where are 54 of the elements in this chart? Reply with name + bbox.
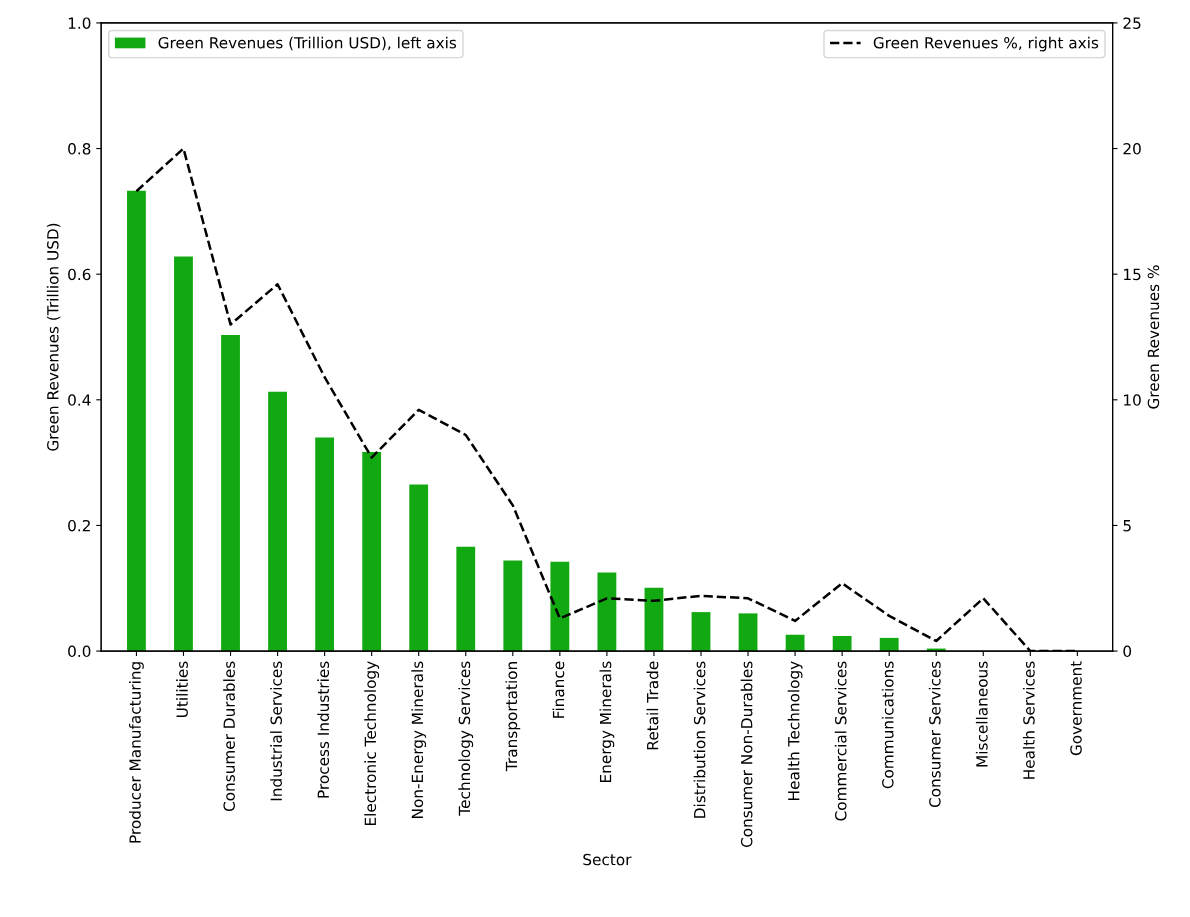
y-tick-label: 0.2 (68, 519, 90, 532)
bar (174, 256, 193, 652)
y-axis-title: Green Revenues (Trillion USD) (46, 223, 61, 451)
bar (127, 190, 146, 652)
x-tick-label: Health Technology (787, 661, 803, 800)
bar (268, 391, 287, 652)
x-tick-label: Finance (552, 661, 565, 718)
x-tick-label: Retail Trade (646, 661, 659, 750)
bar (832, 635, 852, 652)
x-tick-label: Energy Minerals (599, 661, 615, 782)
x-tick-label: Commercial Services (834, 661, 847, 821)
y-tick-label: 0.6 (68, 268, 91, 281)
bar (738, 613, 758, 652)
x-tick-label: Process Industries (317, 661, 330, 798)
x-tick-label: Utilities (176, 661, 188, 717)
bar (503, 560, 523, 652)
y2-tick-label: 5 (1123, 520, 1131, 532)
x-tick-label: Producer Manufacturing (129, 662, 144, 843)
y2-axis-title: Green Revenues % (1147, 265, 1160, 409)
bar (879, 637, 899, 652)
legend-label: Green Revenues (Trillion USD), left axis (158, 36, 457, 51)
x-tick-label: Miscellaneous (975, 661, 988, 767)
bar (362, 451, 382, 652)
x-tick-label: Consumer Non-Durables (740, 661, 753, 848)
y-tick-label: 1.0 (68, 17, 91, 29)
x-tick-label: Electronic Technology (364, 661, 380, 826)
bar (597, 572, 617, 652)
bar (315, 437, 335, 652)
y-tick-label: 0.8 (68, 143, 91, 155)
bar (550, 561, 570, 652)
y2-tick-label: 10 (1124, 394, 1141, 406)
y2-tick-label: 25 (1123, 17, 1141, 29)
bar (409, 484, 429, 652)
legend-label: Green Revenues %, right axis (873, 36, 1099, 52)
x-axis-title: Sector (583, 853, 632, 866)
x-tick-label: Consumer Durables (223, 661, 235, 812)
x-tick-label: Distribution Services (693, 661, 706, 818)
bar (644, 587, 664, 652)
x-tick-label: Technology Services (458, 661, 474, 816)
x-tick-label: Government (1070, 661, 1082, 756)
y-tick-label: 0.0 (68, 645, 91, 658)
x-tick-label: Communications (881, 661, 894, 789)
x-tick-label: Health Services (1022, 661, 1035, 779)
x-tick-label: Non-Energy Minerals (411, 661, 427, 818)
x-tick-label: Industrial Services (270, 661, 283, 801)
bar (691, 612, 711, 652)
y-tick-label: 0.4 (68, 394, 91, 406)
y2-tick-label: 20 (1123, 143, 1141, 155)
y2-tick-label: 0 (1123, 645, 1132, 658)
bar (221, 335, 240, 652)
x-tick-label: Consumer Services (928, 661, 941, 808)
x-tick-label: Transportation (505, 662, 521, 772)
y2-tick-label: 15 (1124, 268, 1141, 281)
bar (456, 546, 476, 652)
